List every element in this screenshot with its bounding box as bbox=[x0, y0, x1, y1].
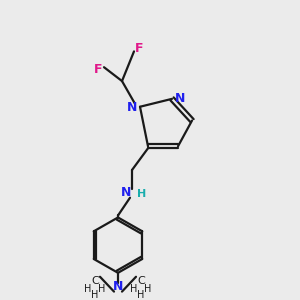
Text: H: H bbox=[91, 290, 99, 300]
Text: C: C bbox=[91, 276, 99, 286]
Text: F: F bbox=[135, 42, 143, 55]
Text: H: H bbox=[130, 284, 138, 294]
Text: N: N bbox=[175, 92, 185, 105]
Text: H: H bbox=[84, 284, 92, 294]
Text: H: H bbox=[137, 290, 145, 300]
Text: F: F bbox=[94, 63, 102, 76]
Text: C: C bbox=[137, 276, 145, 286]
Text: N: N bbox=[113, 280, 123, 293]
Text: N: N bbox=[127, 101, 137, 114]
Text: H: H bbox=[137, 189, 147, 199]
Text: H: H bbox=[98, 284, 106, 294]
Text: N: N bbox=[121, 186, 131, 199]
Text: H: H bbox=[144, 284, 152, 294]
